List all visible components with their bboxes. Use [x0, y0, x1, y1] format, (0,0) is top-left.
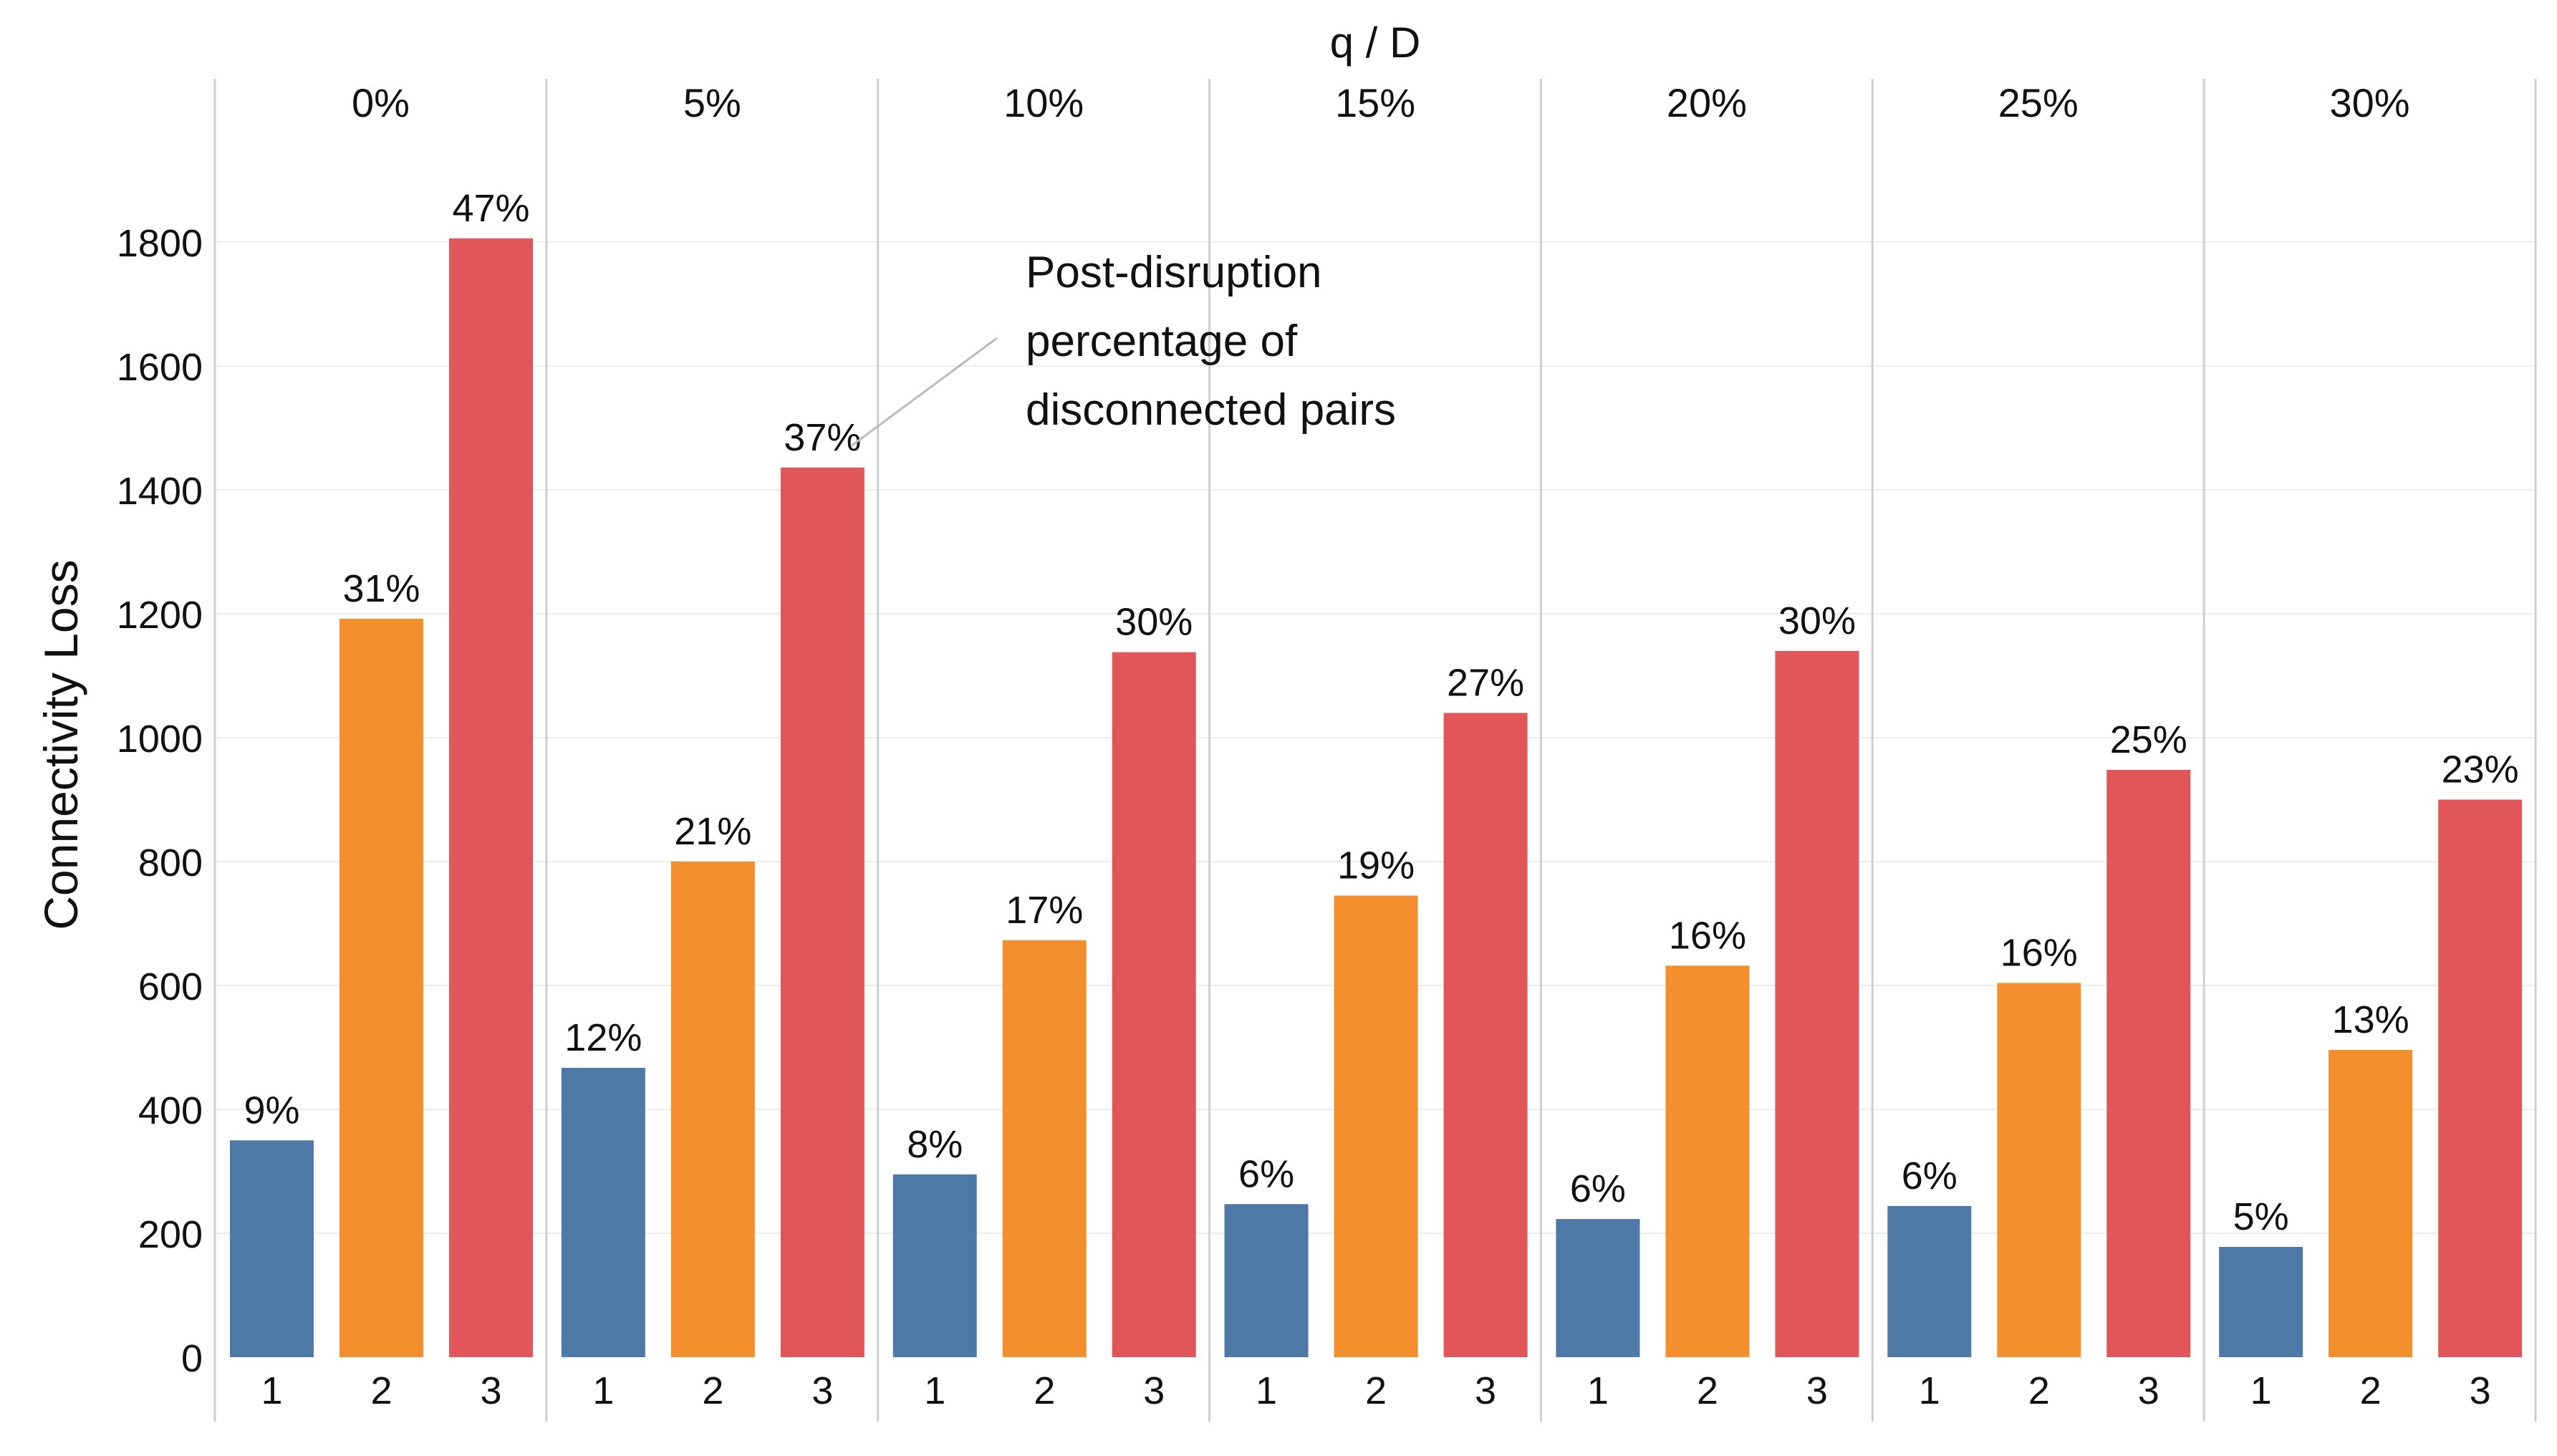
- data-labels: 9% 31% 47% 12% 21% 37% 8% 17% 30% 6% 19% 27% 6% 16% 30…: [244, 187, 2518, 1238]
- data-label: 30%: [1778, 599, 1856, 642]
- bar-group-10pct-series-2: [1002, 940, 1087, 1357]
- data-label: 16%: [1669, 914, 1746, 957]
- x-tick-label: 3: [2138, 1369, 2159, 1412]
- x-tick-label: 2: [2360, 1369, 2382, 1412]
- x-tick-label: 2: [370, 1369, 392, 1412]
- x-tick-label: 1: [1587, 1369, 1609, 1412]
- bar-group-25pct-series-3: [2106, 769, 2191, 1357]
- y-tick-label: 200: [138, 1213, 203, 1256]
- data-label: 17%: [1006, 889, 1083, 932]
- bar-group-25pct-series-2: [1997, 983, 2081, 1357]
- bar-group-10pct-series-1: [892, 1174, 977, 1357]
- chart-title: q / D: [1330, 19, 1421, 67]
- x-tick-label: 3: [1806, 1369, 1828, 1412]
- bar-group-15pct-series-1: [1224, 1204, 1309, 1357]
- bar-group-20pct-series-2: [1665, 965, 1750, 1357]
- x-tick-label: 3: [812, 1369, 833, 1412]
- data-label: 19%: [1337, 844, 1415, 887]
- data-label: 30%: [1115, 601, 1193, 644]
- x-tick-label: 3: [1475, 1369, 1496, 1412]
- data-label: 21%: [674, 810, 751, 853]
- group-header: 20%: [1667, 80, 1747, 125]
- data-label: 47%: [452, 187, 529, 230]
- x-tick-label: 2: [702, 1369, 723, 1412]
- bar-group-20pct-series-1: [1556, 1219, 1640, 1357]
- annotation-line-2: percentage of: [1026, 317, 1298, 366]
- y-tick-label: 0: [181, 1337, 203, 1380]
- data-label: 6%: [1902, 1154, 1958, 1197]
- group-header: 15%: [1335, 80, 1415, 125]
- bar-group-5pct-series-1: [561, 1068, 645, 1357]
- x-tick-label: 1: [1256, 1369, 1277, 1412]
- x-tick-label: 2: [1034, 1369, 1055, 1412]
- bar-group-5pct-series-2: [670, 862, 755, 1357]
- x-tick-label: 1: [261, 1369, 282, 1412]
- x-tick-label: 2: [2028, 1369, 2050, 1412]
- bar-group-0pct-series-2: [340, 618, 423, 1358]
- bar-group-15pct-series-3: [1443, 713, 1528, 1357]
- data-label: 5%: [2233, 1195, 2289, 1238]
- y-tick-label: 1200: [117, 594, 203, 637]
- axes: 0 200 400 600 800 1000 1200 1400 1600 1800 0% 1 2 3 5%…: [117, 80, 2491, 1412]
- data-label: 23%: [2442, 748, 2519, 791]
- data-label: 8%: [907, 1123, 963, 1166]
- y-axis-label: Connectivity Loss: [34, 559, 87, 930]
- bar-group-30pct-series-1: [2219, 1247, 2303, 1357]
- data-label: 16%: [2000, 932, 2078, 975]
- bar-group-30pct-series-2: [2329, 1049, 2413, 1357]
- y-tick-label: 400: [138, 1089, 203, 1132]
- bar-group-20pct-series-3: [1775, 650, 1859, 1357]
- data-label: 27%: [1447, 661, 1524, 704]
- group-header: 10%: [1003, 80, 1084, 125]
- data-label: 31%: [342, 567, 420, 610]
- bar-group-5pct-series-3: [780, 467, 865, 1357]
- x-tick-label: 1: [1919, 1369, 1940, 1412]
- bar-group-30pct-series-3: [2438, 799, 2523, 1357]
- data-label: 25%: [2110, 718, 2187, 761]
- x-tick-label: 3: [1143, 1369, 1165, 1412]
- annotation-line-3: disconnected pairs: [1026, 385, 1396, 435]
- group-header: 30%: [2330, 80, 2410, 125]
- bar-group-10pct-series-3: [1112, 652, 1196, 1357]
- bars: [230, 238, 2523, 1358]
- y-tick-label: 1600: [117, 346, 203, 389]
- group-header: 0%: [352, 80, 410, 125]
- group-header: 25%: [1998, 80, 2079, 125]
- bar-group-15pct-series-2: [1334, 895, 1418, 1357]
- data-label: 37%: [784, 416, 861, 459]
- y-tick-label: 1400: [117, 470, 203, 513]
- bar-group-0pct-series-3: [449, 238, 533, 1357]
- x-tick-label: 3: [480, 1369, 501, 1412]
- x-tick-label: 3: [2470, 1369, 2491, 1412]
- y-tick-label: 600: [138, 965, 203, 1008]
- data-label: 9%: [244, 1089, 299, 1132]
- y-tick-label: 1000: [117, 718, 203, 761]
- data-label: 13%: [2332, 998, 2409, 1041]
- data-label: 6%: [1570, 1167, 1626, 1210]
- x-tick-label: 2: [1365, 1369, 1387, 1412]
- x-tick-label: 1: [924, 1369, 945, 1412]
- bar-group-0pct-series-1: [230, 1140, 314, 1357]
- annotation-leader-line: [850, 337, 998, 448]
- y-tick-label: 800: [138, 842, 203, 884]
- data-label: 12%: [564, 1016, 642, 1059]
- annotation-line-1: Post-disruption: [1026, 248, 1322, 297]
- group-header: 5%: [683, 80, 741, 125]
- bar-group-25pct-series-1: [1887, 1205, 1972, 1357]
- x-tick-label: 2: [1697, 1369, 1718, 1412]
- y-tick-label: 1800: [117, 222, 203, 265]
- x-tick-label: 1: [2250, 1369, 2272, 1412]
- panel-separators: [213, 79, 2537, 1422]
- data-label: 6%: [1238, 1152, 1294, 1195]
- x-tick-label: 1: [592, 1369, 614, 1412]
